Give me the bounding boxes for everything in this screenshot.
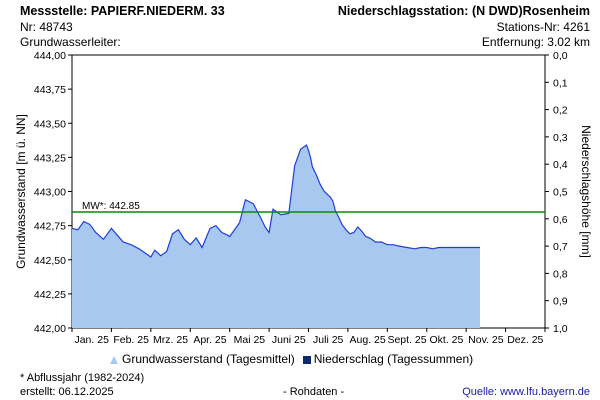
y2-tick-label: 0,3 (553, 132, 568, 144)
y-tick-label: 442,25 (34, 289, 66, 301)
x-tick-label: Sept. 25 (387, 334, 426, 346)
footnote: * Abflussjahr (1982-2024) (20, 372, 145, 384)
x-tick-label: Aug. 25 (350, 334, 386, 346)
precip-station-number: Stations-Nr: 4261 (496, 20, 590, 34)
x-tick-label: Mai 25 (234, 334, 266, 346)
y-tick-label: 443,00 (34, 187, 66, 199)
station-number: Nr: 48743 (20, 20, 73, 34)
y2-axis-title: Niederschlagshöhe [mm] (579, 125, 593, 258)
x-tick-label: Apr. 25 (193, 334, 226, 346)
y-axis-title: Grundwasserstand [m ü. NN] (14, 114, 28, 269)
y2-tick-label: 0,9 (553, 296, 568, 308)
y2-tick-label: 0,5 (553, 187, 568, 199)
source-link[interactable]: Quelle: www.lfu.bayern.de (462, 386, 590, 398)
x-tick-label: Nov. 25 (468, 334, 504, 346)
y-tick-label: 443,50 (34, 118, 66, 130)
y-tick-label: 444,00 (34, 50, 66, 62)
legend-precip-label: Niederschlag (Tagessummen) (313, 352, 474, 366)
aquifer-label: Grundwasserleiter: (20, 35, 121, 49)
y-tick-label: 442,00 (34, 323, 66, 335)
y2-tick-label: 0,2 (553, 105, 568, 117)
y2-tick-label: 1,0 (553, 323, 568, 335)
x-tick-label: Jan. 25 (74, 334, 109, 346)
mean-label: MW*: 442.85 (82, 201, 140, 212)
x-tick-label: Dez. 25 (507, 334, 543, 346)
legend: Grundwasserstand (Tagesmittel) Niederschl… (110, 352, 473, 366)
y2-tick-label: 0,0 (553, 50, 568, 62)
y2-tick-label: 0,1 (553, 77, 568, 89)
raw-data-label: - Rohdaten - (283, 386, 345, 398)
precip-station-distance: Entfernung: 3.02 km (481, 35, 590, 49)
legend-gw-label: Grundwasserstand (Tagesmittel) (122, 352, 295, 366)
y-tick-label: 443,25 (34, 152, 66, 164)
created-date: erstellt: 06.12.2025 (20, 386, 114, 398)
precip-station-title: Niederschlagsstation: (N DWD)Rosenheim (337, 4, 590, 18)
gw-legend-icon (110, 355, 118, 364)
x-tick-label: Juli 25 (313, 334, 344, 346)
x-tick-label: Juni 25 (272, 334, 306, 346)
y2-tick-label: 0,6 (553, 214, 568, 226)
x-tick-label: Feb. 25 (113, 334, 149, 346)
gw-area (72, 145, 480, 328)
x-tick-label: Mrz. 25 (153, 334, 188, 346)
y-tick-label: 443,75 (34, 84, 66, 96)
y-tick-label: 442,75 (34, 221, 66, 233)
y2-tick-label: 0,4 (553, 159, 568, 171)
gw-line (71, 144, 480, 258)
y-tick-label: 442,50 (34, 255, 66, 267)
precip-legend-icon (302, 355, 311, 364)
y2-tick-label: 0,7 (553, 241, 568, 253)
x-tick-label: Okt. 25 (430, 334, 464, 346)
y2-tick-label: 0,8 (553, 268, 568, 280)
station-title: Messstelle: PAPIERF.NIEDERM. 33 (20, 4, 225, 18)
